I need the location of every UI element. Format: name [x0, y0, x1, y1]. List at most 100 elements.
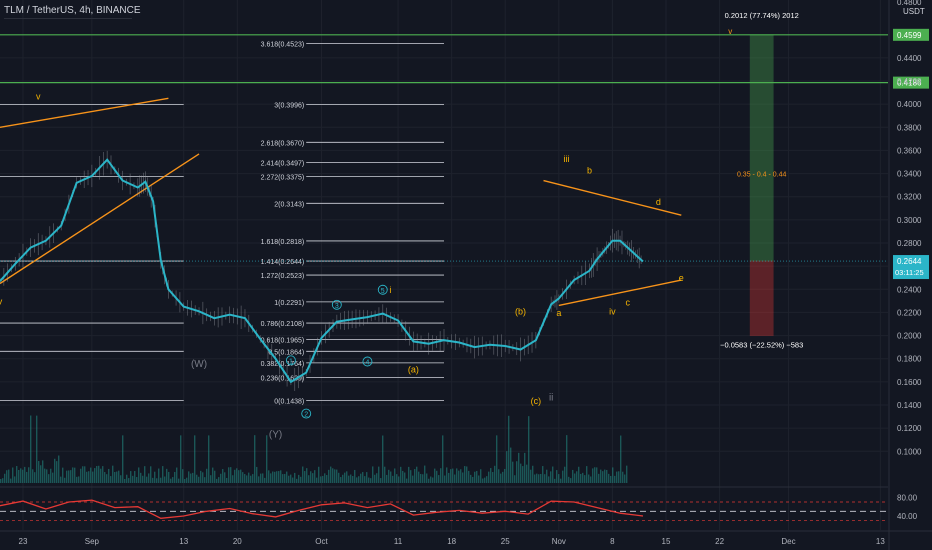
fib-level-label: 2.618(0.3670)	[261, 140, 305, 147]
trendline-lower-channel	[0, 153, 200, 285]
horizontal-level-tag	[893, 76, 929, 89]
volume-bar	[582, 472, 584, 483]
volume-bar	[324, 473, 326, 483]
volume-bar	[148, 473, 150, 483]
volume-bar	[330, 466, 332, 483]
wave-label-gray: ii	[549, 392, 553, 403]
fib-level-label: 1.272(0.2523)	[261, 273, 305, 280]
volume-bar	[310, 471, 312, 483]
volume-bar	[306, 468, 308, 483]
volume-bar	[20, 468, 22, 483]
volume-bar	[402, 470, 404, 483]
volume-bar	[268, 470, 270, 483]
trendline-triangle-lower	[558, 279, 682, 307]
volume-bar	[130, 471, 132, 483]
volume-bar	[576, 471, 578, 483]
position-stop-label: −0.0583 (−22.52%) −583	[720, 341, 803, 350]
volume-bar	[154, 471, 156, 483]
volume-bar	[266, 435, 268, 483]
volume-bar	[614, 475, 616, 483]
volume-bar	[190, 473, 192, 483]
volume-bar	[560, 478, 562, 483]
volume-bar	[524, 452, 526, 483]
wave-labels: v v iii b d e a ivc (b) (a) (c) i (W) (Y) ii 1 2 3 4 5	[0, 92, 684, 441]
time-axis[interactable]: 23 Sep 13 20 Oct 11 18 25 Nov 8 15 22 Dec 13	[0, 530, 932, 546]
volume-bar	[0, 479, 2, 483]
volume-bar	[434, 468, 436, 483]
volume-bar	[376, 473, 378, 483]
wave-label-orange: d	[656, 197, 661, 207]
volume-bar	[484, 477, 486, 483]
trendlines[interactable]	[0, 97, 682, 307]
volume-bar	[518, 452, 520, 483]
volume-bar	[172, 477, 174, 483]
volume-bar	[486, 476, 488, 483]
volume-bar	[250, 475, 252, 483]
volume-bar	[478, 475, 480, 483]
volume-bar	[506, 451, 508, 483]
time-axis-tick-label: 22	[715, 537, 724, 546]
fib-level-label: 1.618(0.2818)	[261, 239, 305, 246]
volume-bar	[462, 472, 464, 483]
volume-bar	[88, 471, 90, 483]
volume-bar	[436, 470, 438, 483]
long-position-tool[interactable]: 0.2012 (77.74%) 2012 −0.0583 (−22.52%) −5…	[720, 11, 803, 350]
volume-bar	[258, 476, 260, 483]
volume-bar	[368, 477, 370, 483]
volume-bar	[114, 471, 116, 483]
volume-bar	[490, 468, 492, 483]
volume-bar	[400, 466, 402, 483]
volume-bar	[182, 469, 184, 483]
fibonacci-extension[interactable]: 3.618(0.4523) 3(0.3996) 2.618(0.3670) 2.414…	[261, 42, 444, 406]
volume-bar	[22, 469, 24, 483]
position-target-label: 0.2012 (77.74%) 2012	[725, 11, 799, 20]
moving-average-line	[0, 158, 644, 384]
volume-bar	[38, 460, 40, 483]
volume-bar	[86, 471, 88, 483]
volume-bar	[136, 476, 138, 483]
volume-bar	[40, 465, 42, 483]
volume-bar	[62, 467, 64, 483]
volume-bar	[66, 470, 68, 483]
wave-label-gray: (W)	[191, 359, 207, 370]
volume-bar	[520, 463, 522, 483]
price-axis-tick-label: 0.1600	[897, 378, 922, 387]
volume-bar	[70, 470, 72, 483]
volume-bar	[270, 473, 272, 483]
volume-bar	[194, 435, 196, 483]
volume-bar	[138, 467, 140, 483]
volume-bar	[620, 435, 622, 483]
chart-header: TLM / TetherUS, 4h, BINANCE USDT	[4, 5, 925, 19]
price-axis[interactable]: 0.4800 0.4400 0.4200 0.4000 0.3800 0.3600 0.34…	[888, 0, 929, 550]
horizontal-levels[interactable]: 0.4599 0.4186	[0, 28, 929, 89]
volume-bar	[24, 466, 26, 483]
volume-bar	[112, 465, 114, 483]
volume-bar	[156, 478, 158, 483]
wave-label-orange: i	[389, 285, 391, 295]
volume-bar	[56, 461, 58, 483]
volume-bar	[120, 475, 122, 483]
volume-bar	[236, 468, 238, 483]
volume-bar	[458, 470, 460, 483]
volume-bar	[260, 473, 262, 483]
volume-bar	[398, 476, 400, 483]
volume-bar	[232, 475, 234, 483]
volume-bar	[392, 475, 394, 483]
time-axis-tick-label: 13	[179, 537, 188, 546]
volume-bar	[404, 472, 406, 483]
volume-bar	[588, 474, 590, 483]
volume-bar	[68, 470, 70, 483]
volume-bar	[602, 471, 604, 483]
volume-bar	[94, 468, 96, 483]
position-zone-label: 0.35 - 0.4 - 0.44	[737, 172, 787, 179]
price-axis-tick-label: 0.2400	[897, 285, 922, 294]
wave-label-orange: e	[679, 273, 684, 283]
volume-bar	[372, 466, 374, 483]
volume-bar	[388, 469, 390, 483]
volume-bar	[272, 471, 274, 483]
volume-bar	[226, 477, 228, 483]
volume-bar	[542, 466, 544, 483]
volume-bar	[204, 477, 206, 483]
volume-bar	[382, 435, 384, 483]
